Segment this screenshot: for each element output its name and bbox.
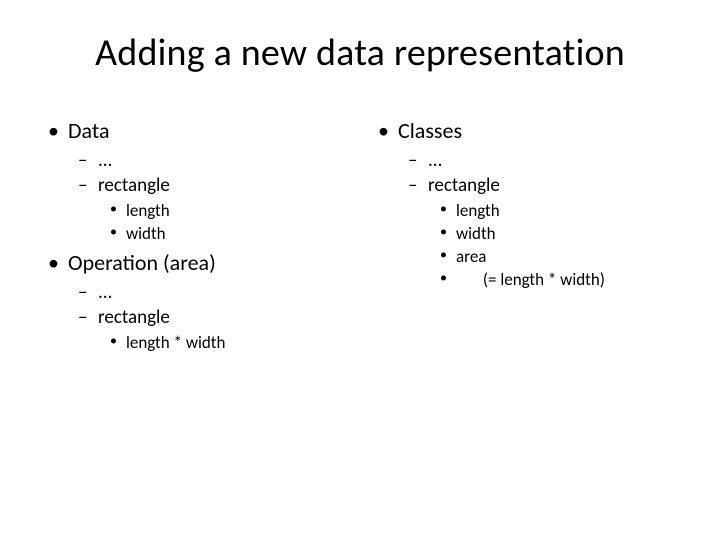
data-items: ... rectangle length width — [68, 148, 350, 246]
data-item-ellipsis: ... — [72, 148, 350, 174]
classes-rect-area: area — [434, 246, 680, 269]
operation-items: ... rectangle length * width — [68, 280, 350, 355]
left-section-operation: Operation (area) ... rectangle length * … — [40, 248, 350, 355]
data-rect-length: length — [104, 200, 350, 223]
classes-item-rectangle: rectangle length width area (= length * … — [402, 173, 680, 291]
right-section-classes: Classes ... rectangle length width area … — [370, 116, 680, 292]
classes-item-ellipsis: ... — [402, 148, 680, 174]
left-list: Data ... rectangle length width Ope — [40, 116, 350, 355]
heading-classes: Classes — [398, 117, 462, 144]
op-rectangle-label: rectangle — [98, 306, 170, 329]
left-section-data: Data ... rectangle length width — [40, 116, 350, 246]
heading-data: Data — [68, 117, 110, 144]
classes-rect-width: width — [434, 223, 680, 246]
content-columns: Data ... rectangle length width Ope — [40, 116, 680, 357]
right-column: Classes ... rectangle length width area … — [360, 116, 680, 357]
classes-rect-length: length — [434, 200, 680, 223]
right-list: Classes ... rectangle length width area … — [370, 116, 680, 292]
heading-operation: Operation (area) — [68, 249, 216, 276]
classes-items: ... rectangle length width area (= lengt… — [398, 148, 680, 292]
op-rect-formula: length * width — [104, 332, 350, 355]
data-rectangle-sub: length width — [98, 200, 350, 246]
slide-title: Adding a new data representation — [40, 30, 680, 76]
data-rect-width: width — [104, 223, 350, 246]
op-item-rectangle: rectangle length * width — [72, 305, 350, 355]
classes-rectangle-sub: length width area (= length * width) — [428, 200, 680, 292]
op-item-ellipsis: ... — [72, 280, 350, 306]
op-rectangle-sub: length * width — [98, 332, 350, 355]
left-column: Data ... rectangle length width Ope — [40, 116, 360, 357]
slide: Adding a new data representation Data ..… — [0, 0, 720, 540]
classes-rectangle-label: rectangle — [428, 174, 500, 197]
data-item-rectangle: rectangle length width — [72, 173, 350, 246]
classes-rect-formula: (= length * width) — [434, 269, 680, 292]
data-rectangle-label: rectangle — [98, 174, 170, 197]
